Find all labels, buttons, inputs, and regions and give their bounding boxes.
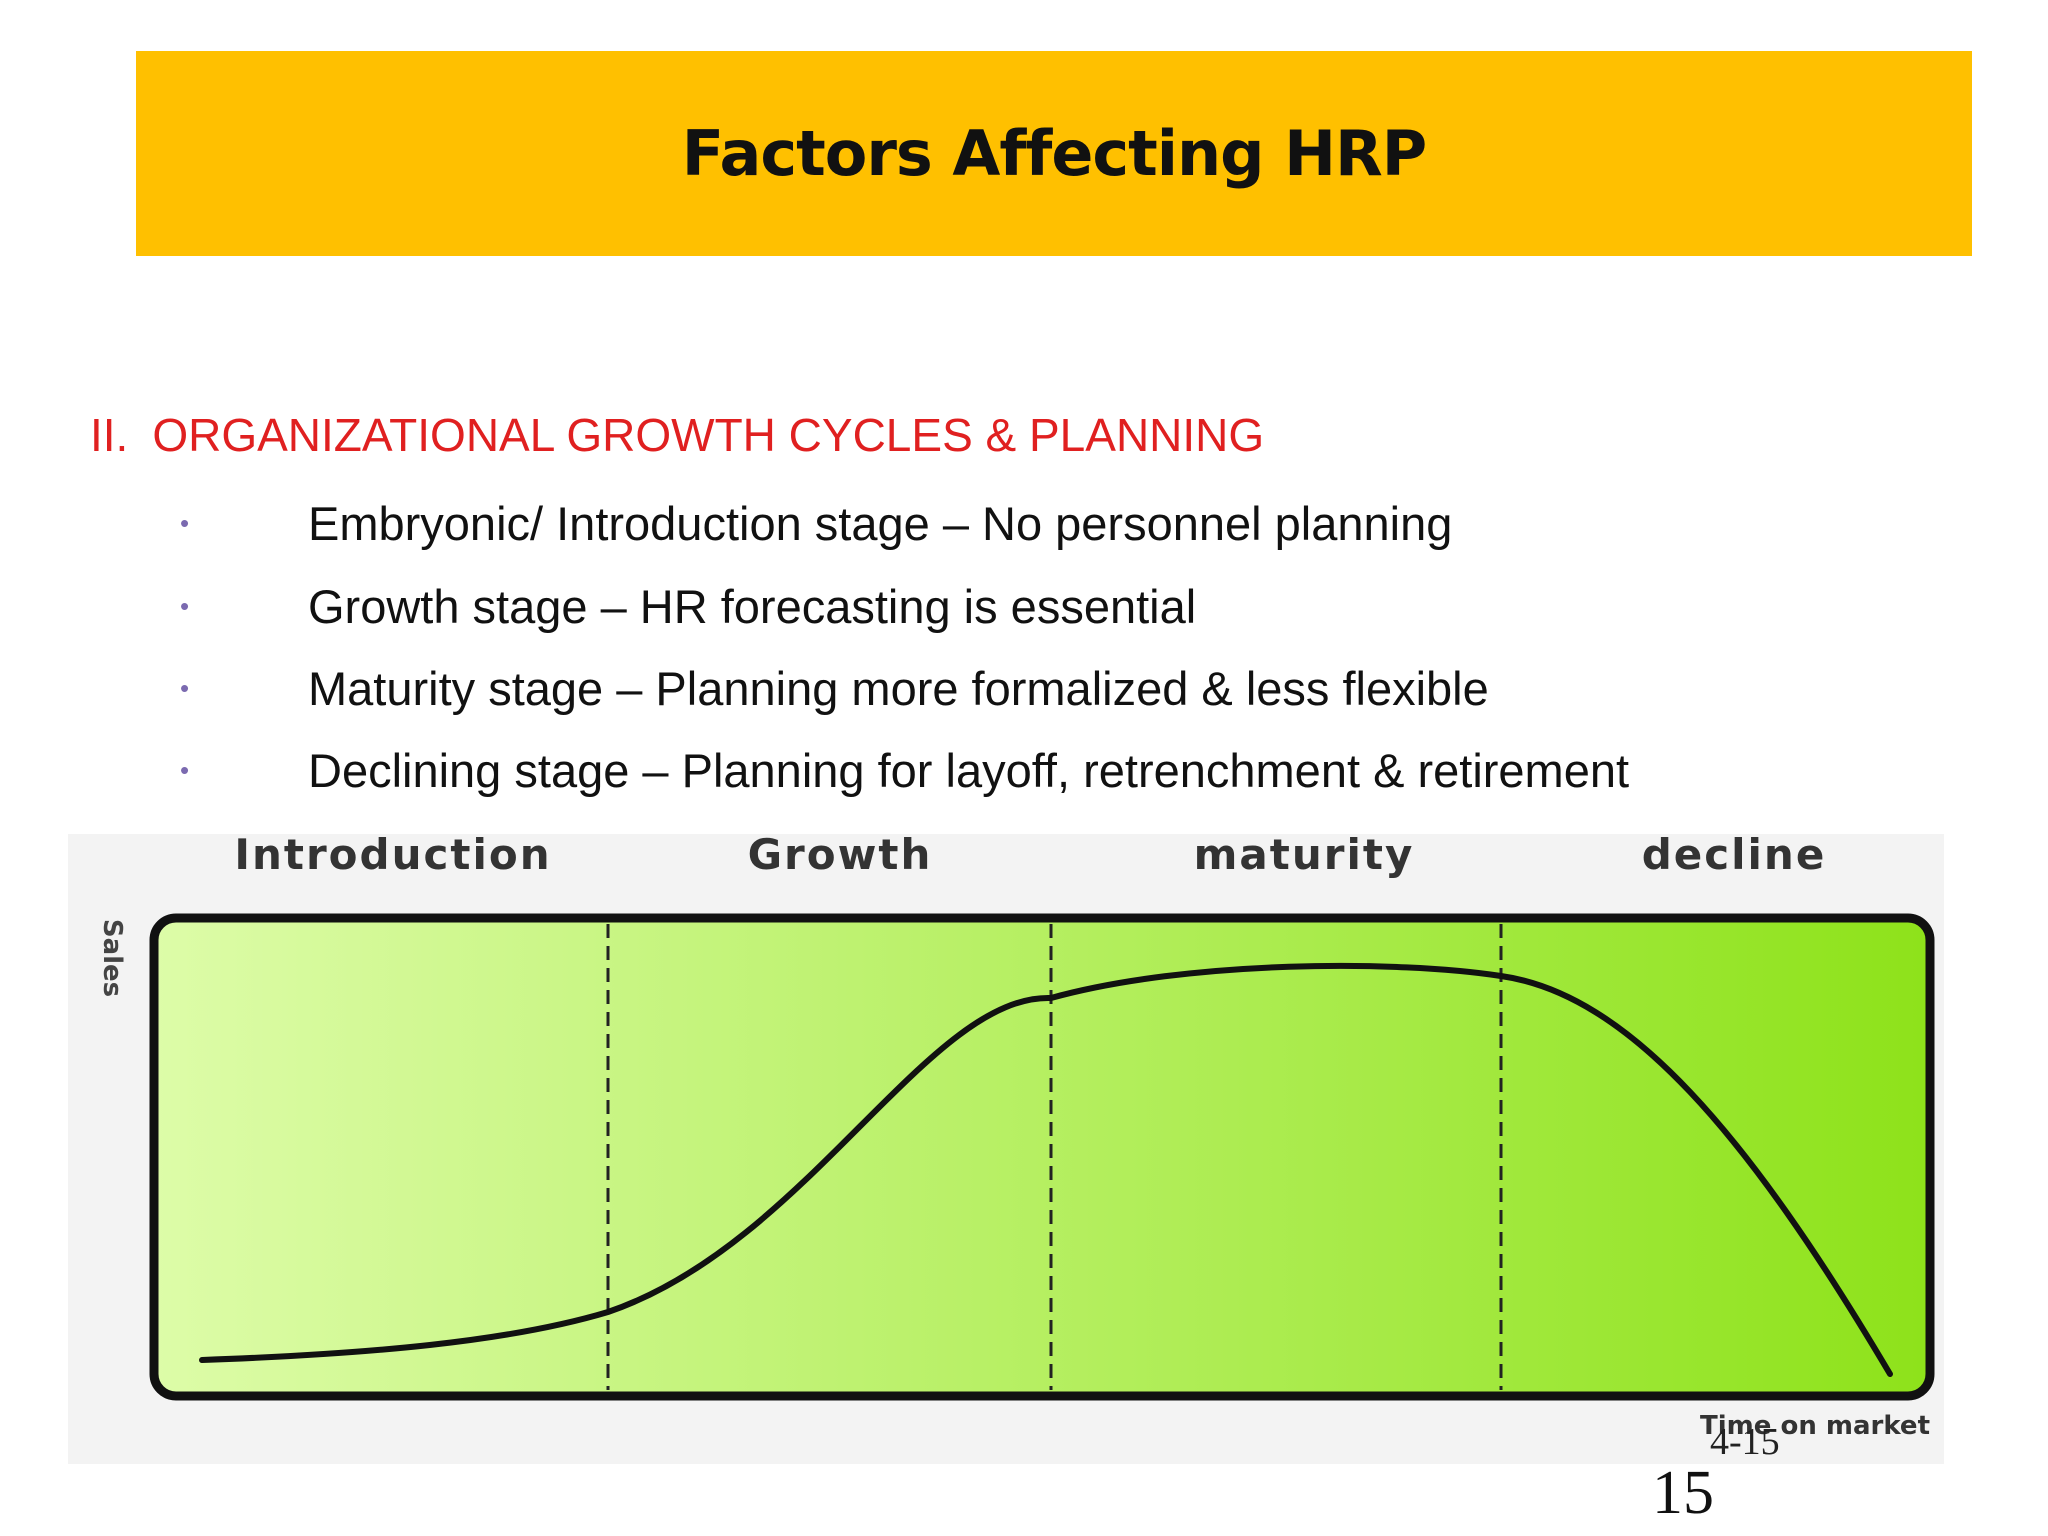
bullet-marker: • (180, 672, 190, 703)
page-code: 4-15 (1710, 1421, 1780, 1463)
bullet-text: Maturity stage – Planning more formalize… (308, 661, 1489, 715)
bullet-text: Growth stage – HR forecasting is essenti… (308, 579, 1197, 633)
lifecycle-diagram: Introduction Growth maturity decline Sal… (68, 834, 1944, 1464)
bullet-item: • Growth stage – HR forecasting is essen… (180, 576, 1196, 636)
bullet-marker: • (180, 754, 190, 785)
stage-label-introduction: Introduction (234, 834, 551, 879)
lifecycle-panel (149, 913, 1935, 1401)
bullet-marker: • (180, 590, 190, 621)
y-axis-label: Sales (97, 919, 127, 997)
lifecycle-svg: Introduction Growth maturity decline Sal… (68, 834, 1944, 1464)
bullet-marker: • (180, 507, 190, 538)
page-number: 15 (1652, 1459, 1714, 1527)
bullet-text: Embryonic/ Introduction stage – No perso… (308, 496, 1453, 550)
bullet-item: • Declining stage – Planning for layoff,… (180, 740, 1629, 800)
bullet-item: • Embryonic/ Introduction stage – No per… (180, 493, 1452, 553)
stage-label-maturity: maturity (1194, 834, 1415, 879)
bullet-item: • Maturity stage – Planning more formali… (180, 658, 1489, 718)
stage-label-growth: Growth (748, 834, 933, 879)
x-axis-label: Time on market (1700, 1411, 1930, 1441)
slide-title: Factors Affecting HRP (681, 117, 1427, 190)
section-heading: II. ORGANIZATIONAL GROWTH CYCLES & PLANNI… (90, 408, 1264, 462)
title-band: Factors Affecting HRP (136, 51, 1972, 256)
stage-label-decline: decline (1642, 834, 1827, 879)
sales-curve (199, 962, 1893, 1377)
bullet-text: Declining stage – Planning for layoff, r… (308, 743, 1630, 797)
section-number: II. (90, 409, 129, 461)
section-heading-text: ORGANIZATIONAL GROWTH CYCLES & PLANNING (152, 409, 1265, 461)
